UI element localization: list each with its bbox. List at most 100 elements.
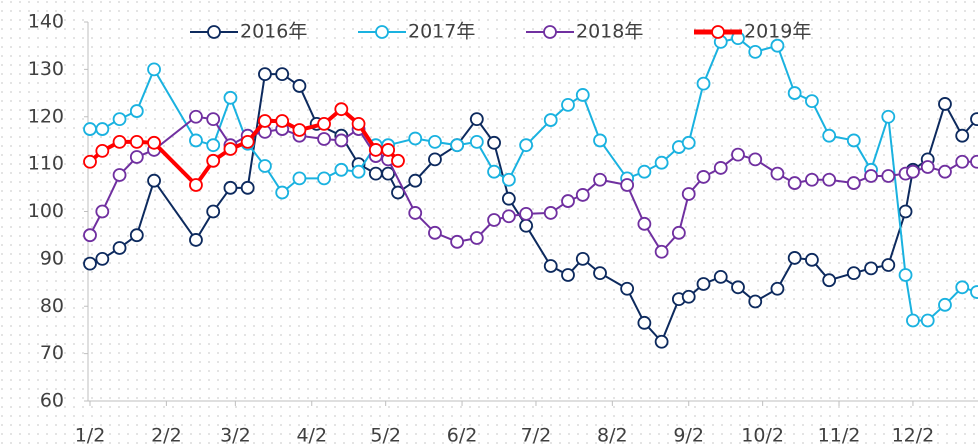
point (898, 268, 913, 282)
x-tick-label: 12/2 (892, 425, 935, 446)
point (428, 134, 442, 149)
legend-label: 2018年 (576, 21, 643, 43)
point (970, 285, 978, 299)
point (147, 135, 161, 150)
point (487, 213, 501, 227)
point (83, 154, 97, 169)
point (189, 109, 203, 124)
point (469, 112, 484, 127)
point (938, 97, 952, 111)
x-tick-label: 3/2 (220, 425, 251, 446)
y-tick-label: 100 (28, 200, 64, 222)
point (408, 131, 423, 146)
point (637, 164, 652, 179)
point (487, 164, 501, 179)
point (593, 266, 607, 280)
y-tick-label: 70 (40, 342, 64, 364)
point (731, 147, 745, 162)
y-tick-label: 130 (28, 58, 64, 80)
point (955, 154, 970, 169)
point (275, 67, 290, 82)
point (112, 134, 127, 149)
point (240, 180, 255, 195)
point (223, 180, 238, 195)
point (805, 172, 819, 187)
point (561, 268, 575, 282)
x-tick-label: 11/2 (818, 425, 861, 446)
point (575, 188, 590, 202)
point (351, 164, 366, 179)
point (898, 204, 913, 219)
point (543, 113, 558, 127)
point (696, 76, 711, 91)
point (822, 273, 837, 288)
point (681, 135, 696, 150)
point (428, 225, 442, 240)
point (770, 38, 785, 53)
point (938, 297, 952, 312)
x-tick-label: 5/2 (370, 425, 401, 446)
point (881, 109, 896, 124)
point (543, 206, 558, 220)
point (846, 133, 861, 148)
point (970, 112, 978, 127)
point (955, 280, 970, 295)
legend-marker (543, 25, 557, 39)
point (805, 252, 819, 267)
point (681, 187, 696, 201)
point (317, 171, 331, 186)
point (846, 176, 861, 190)
point (275, 114, 290, 128)
point (258, 67, 272, 82)
point (770, 166, 785, 181)
point (681, 289, 696, 304)
point (561, 98, 575, 112)
point (95, 143, 110, 158)
point (846, 266, 861, 280)
point (787, 86, 802, 100)
legend-marker (375, 25, 389, 39)
point (543, 259, 558, 273)
point (317, 132, 331, 146)
point (206, 204, 221, 219)
legend-label: 2019年 (744, 21, 811, 43)
point (575, 251, 590, 266)
point (334, 102, 349, 117)
point (334, 162, 349, 177)
point (129, 228, 144, 243)
point (368, 143, 383, 157)
point (258, 159, 272, 173)
point (770, 281, 785, 296)
point (258, 114, 272, 128)
point (147, 173, 161, 188)
x-tick-label: 2/2 (151, 425, 182, 446)
point (822, 128, 837, 143)
point (317, 116, 331, 131)
point (561, 194, 575, 208)
point (713, 269, 728, 284)
point (593, 133, 607, 148)
point (970, 154, 978, 169)
point (487, 135, 501, 150)
point (129, 150, 144, 164)
x-tick-label: 4/2 (296, 425, 327, 446)
point (671, 225, 686, 240)
point (938, 164, 952, 179)
point (920, 160, 935, 174)
point (748, 294, 763, 309)
point (955, 128, 970, 143)
x-tick-label: 10/2 (741, 425, 784, 446)
y-tick-label: 90 (40, 247, 64, 269)
point (206, 138, 221, 153)
point (292, 79, 307, 93)
point (83, 228, 97, 243)
y-tick-label: 110 (28, 153, 64, 175)
y-tick-label: 140 (28, 11, 64, 33)
point (637, 315, 652, 330)
point (334, 133, 349, 148)
point (147, 62, 161, 77)
point (83, 256, 97, 271)
legend-marker (207, 25, 221, 39)
point (275, 185, 290, 200)
x-tick-label: 1/2 (75, 425, 106, 446)
